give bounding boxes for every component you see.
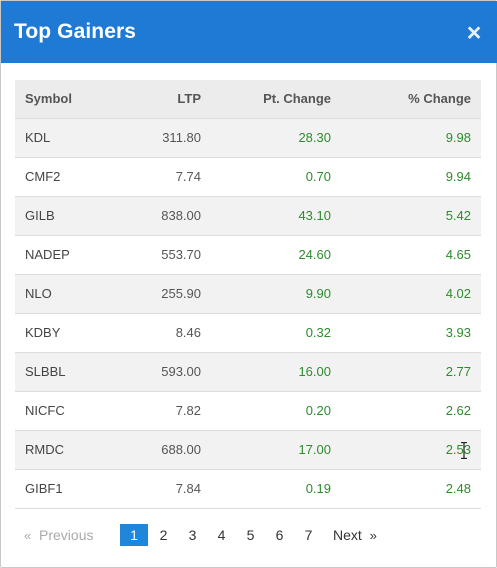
page-7-button[interactable]: 7	[304, 527, 313, 543]
column-header-pct-change[interactable]: % Change	[408, 91, 471, 107]
table-row[interactable]: GILB 838.00 43.10 5.42	[15, 196, 481, 235]
pt-change-cell: 43.10	[298, 208, 331, 223]
table-row[interactable]: KDBY 8.46 0.32 3.93	[15, 313, 481, 352]
pct-change-cell: 2.53	[445, 442, 471, 457]
modal-title: Top Gainers	[14, 20, 137, 43]
table-body: KDL 311.80 28.30 9.98 CMF2 7.74 0.70 9.94 GILB 83…	[15, 118, 481, 508]
column-header-pt-change[interactable]: Pt. Change	[263, 91, 331, 107]
pt-change-cell: 28.30	[298, 130, 331, 145]
pct-change-cell: 2.77	[445, 364, 471, 379]
pct-change-cell: 3.93	[445, 325, 471, 340]
pct-change-cell: 5.42	[445, 208, 471, 223]
symbol-cell: GIBF1	[25, 481, 63, 496]
previous-label: Previous	[39, 527, 94, 543]
ltp-cell: 311.80	[162, 130, 201, 145]
gainers-table-container: Symbol LTP Pt. Change % Change KDL 311.80…	[15, 80, 481, 509]
pct-change-cell: 9.94	[445, 169, 471, 184]
page-1-button[interactable]: 1	[120, 524, 148, 546]
column-header-ltp[interactable]: LTP	[177, 91, 201, 107]
pct-change-cell: 2.62	[445, 403, 471, 418]
next-label: Next	[333, 527, 362, 543]
ltp-cell: 7.74	[175, 169, 201, 184]
symbol-cell: NLO	[25, 286, 52, 301]
ltp-cell: 255.90	[161, 286, 201, 301]
table-header-row: Symbol LTP Pt. Change % Change	[15, 80, 481, 118]
pt-change-cell: 0.32	[305, 325, 331, 340]
pt-change-cell: 17.00	[298, 442, 331, 457]
symbol-cell: SLBBL	[25, 364, 66, 379]
symbol-cell: NADEP	[25, 247, 70, 262]
ltp-cell: 688.00	[161, 442, 201, 457]
table-header: Symbol LTP Pt. Change % Change	[15, 80, 481, 118]
gainers-table: Symbol LTP Pt. Change % Change KDL 311.80…	[15, 80, 481, 509]
pt-change-cell: 0.70	[305, 169, 331, 184]
close-button[interactable]: ×	[466, 19, 482, 47]
page-3-button[interactable]: 3	[188, 527, 197, 543]
table-row[interactable]: GIBF1 7.84 0.19 2.48	[15, 469, 481, 508]
pt-change-cell: 16.00	[298, 364, 331, 379]
table-row[interactable]: KDL 311.80 28.30 9.98	[15, 118, 481, 157]
pct-change-cell: 4.65	[445, 247, 471, 262]
ltp-cell: 7.82	[175, 403, 201, 418]
ltp-cell: 8.46	[175, 325, 201, 340]
page-4-button[interactable]: 4	[217, 527, 226, 543]
table-row[interactable]: NICFC 7.82 0.20 2.62	[15, 391, 481, 430]
table-row[interactable]: CMF2 7.74 0.70 9.94	[15, 157, 481, 196]
table-row[interactable]: SLBBL 593.00 16.00 2.77	[15, 352, 481, 391]
ltp-cell: 593.00	[161, 364, 201, 379]
symbol-cell: KDBY	[25, 325, 61, 340]
pt-change-cell: 0.20	[305, 403, 331, 418]
text-cursor-icon	[461, 442, 467, 459]
next-arrow-icon: »	[369, 528, 377, 543]
table-row[interactable]: NADEP 553.70 24.60 4.65	[15, 235, 481, 274]
pt-change-cell: 0.19	[305, 481, 331, 496]
ltp-cell: 7.84	[175, 481, 201, 496]
page-6-button[interactable]: 6	[275, 527, 284, 543]
pct-change-cell: 2.48	[445, 481, 471, 496]
modal-header: Top Gainers ×	[1, 1, 497, 63]
symbol-cell: KDL	[25, 130, 51, 145]
table-row[interactable]: NLO 255.90 9.90 4.02	[15, 274, 481, 313]
pt-change-cell: 9.90	[305, 286, 331, 301]
pct-change-cell: 9.98	[445, 130, 471, 145]
pct-change-cell: 4.02	[445, 286, 471, 301]
table-row[interactable]: RMDC 688.00 17.00 2.53	[15, 430, 481, 469]
symbol-cell: RMDC	[25, 442, 64, 457]
previous-arrow-icon: «	[24, 528, 32, 543]
ltp-cell: 838.00	[161, 208, 201, 223]
page-2-button[interactable]: 2	[159, 527, 168, 543]
column-header-symbol[interactable]: Symbol	[25, 91, 72, 107]
pt-change-cell: 24.60	[298, 247, 331, 262]
next-page-button[interactable]: Next »	[333, 524, 377, 546]
symbol-cell: GILB	[25, 208, 55, 223]
previous-page-button[interactable]: « Previous	[24, 524, 120, 546]
symbol-cell: NICFC	[25, 403, 65, 418]
symbol-cell: CMF2	[25, 169, 61, 184]
page-5-button[interactable]: 5	[246, 527, 255, 543]
ltp-cell: 553.70	[161, 247, 201, 262]
